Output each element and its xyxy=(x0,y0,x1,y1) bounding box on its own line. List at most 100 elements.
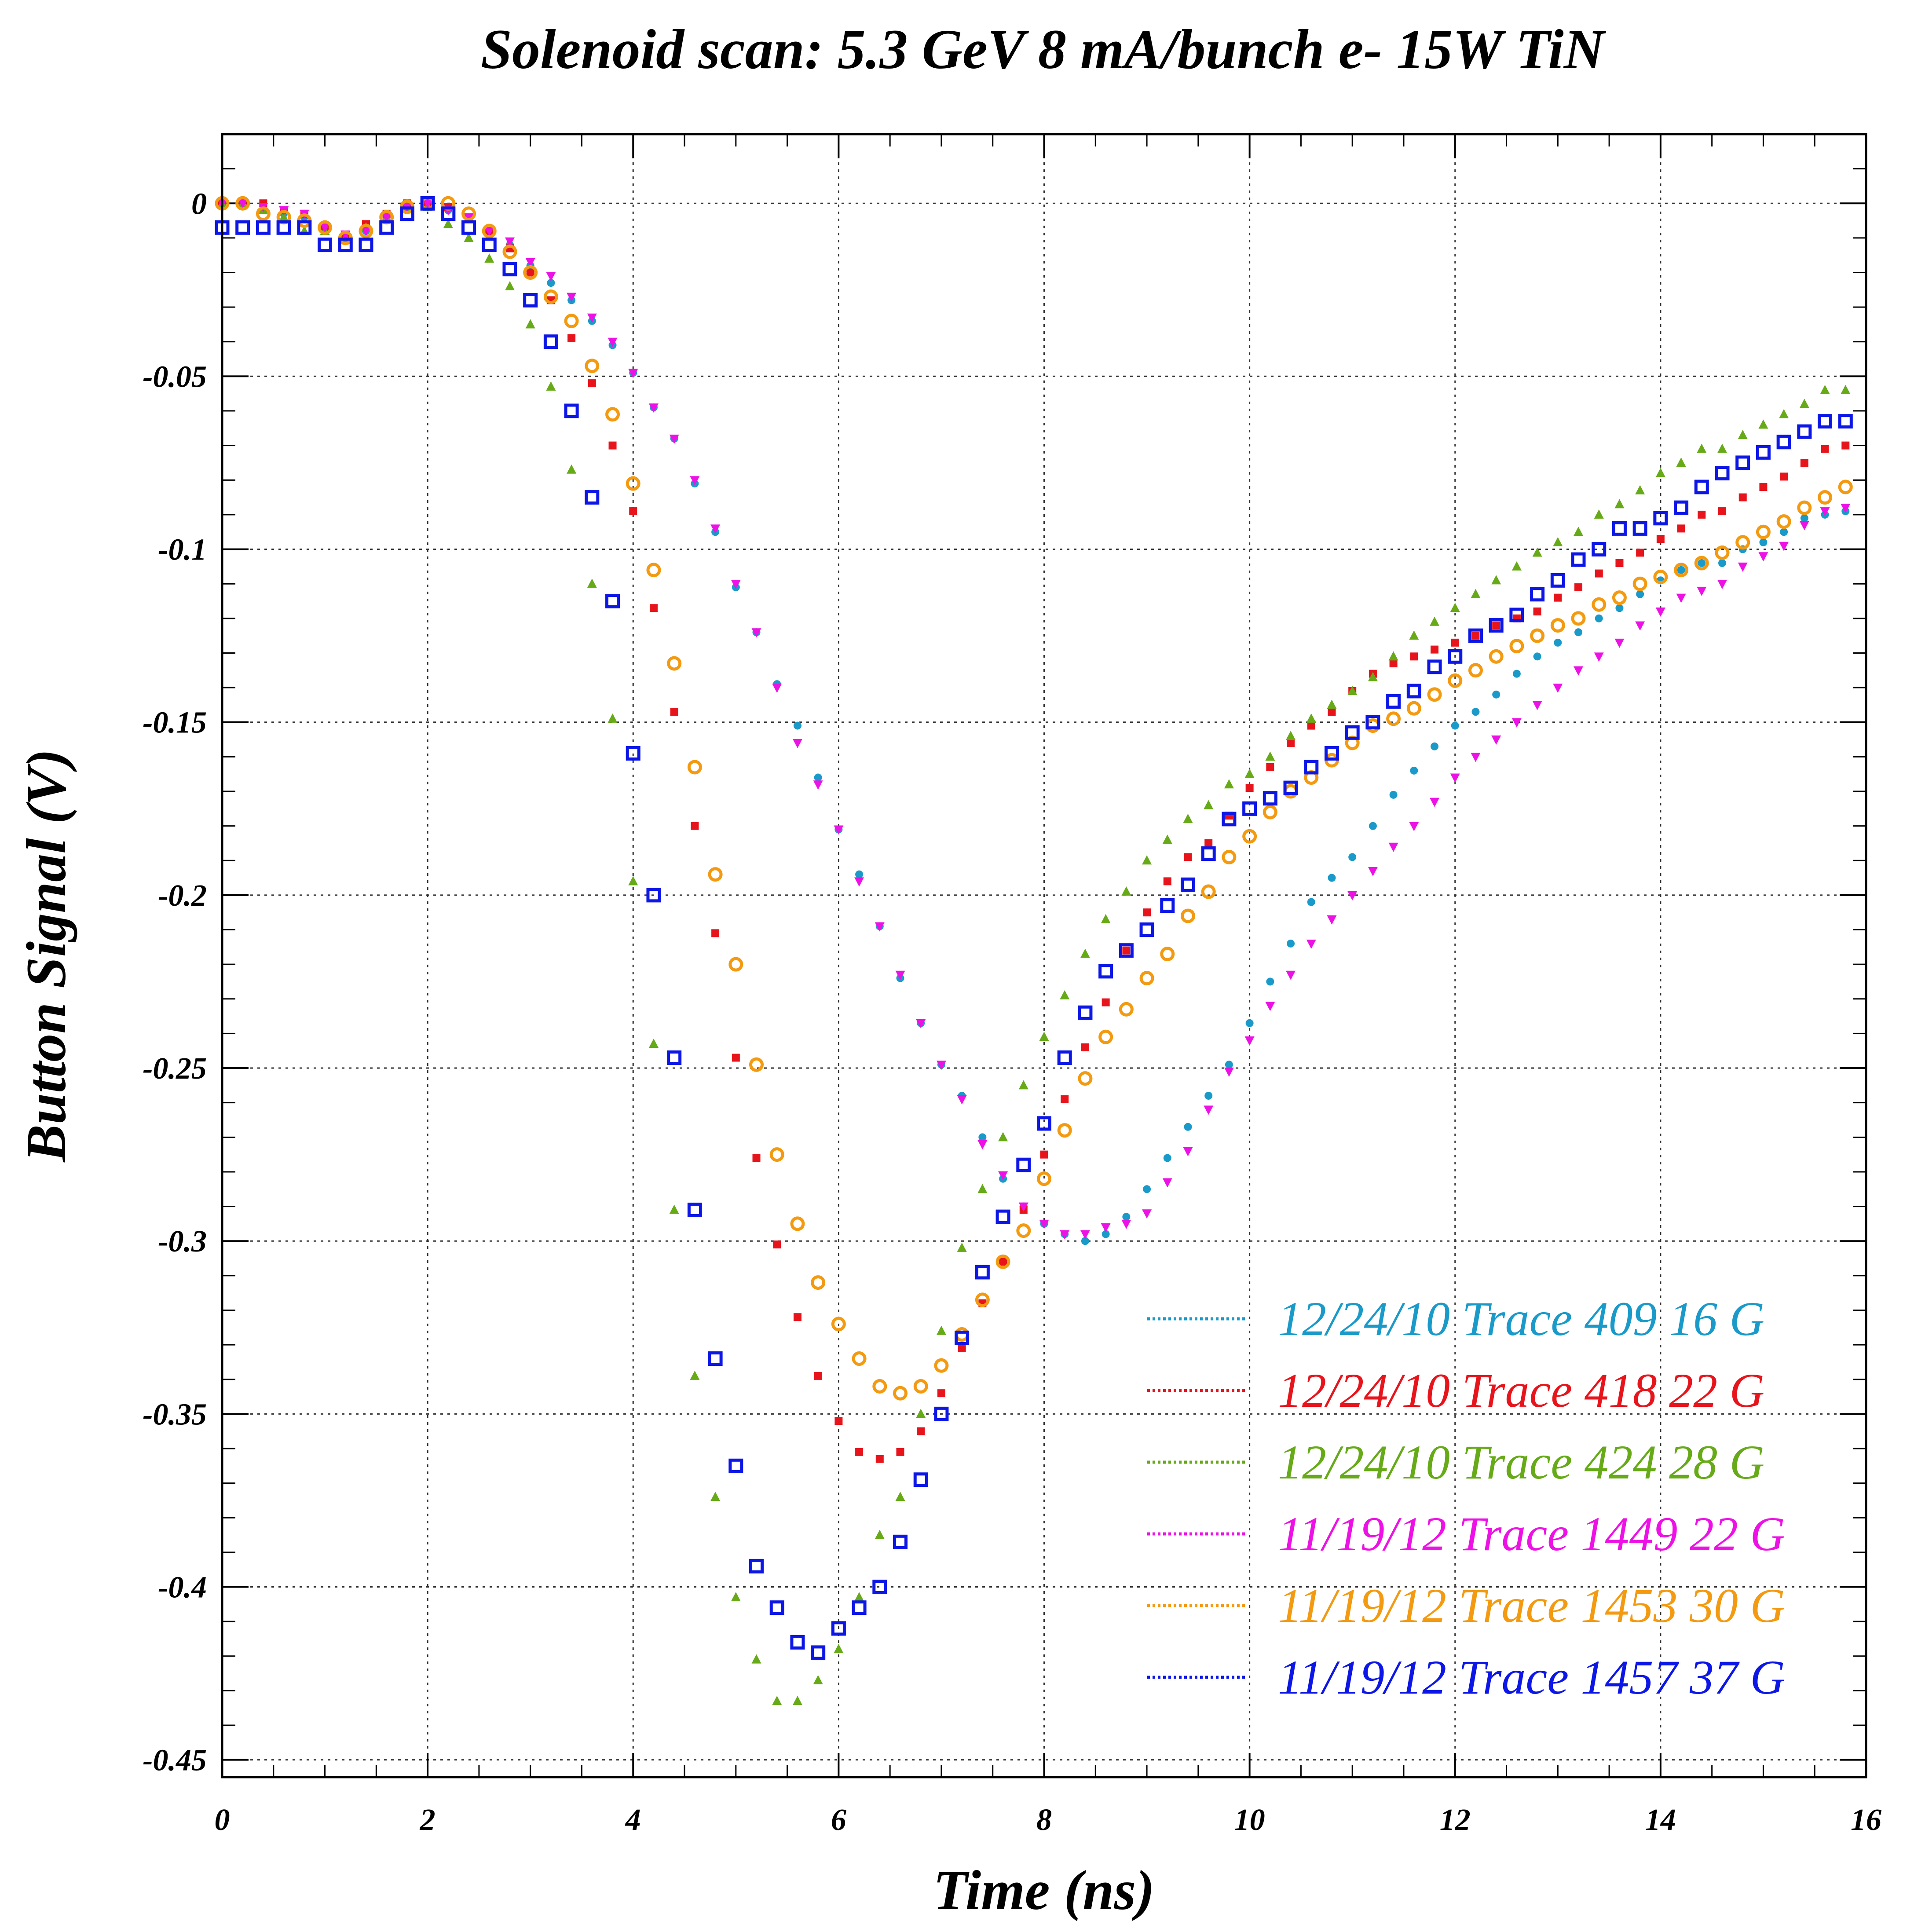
data-point xyxy=(1102,1230,1110,1238)
data-point xyxy=(379,220,394,235)
data-point xyxy=(523,293,538,307)
data-point xyxy=(464,232,474,242)
data-point xyxy=(1735,455,1750,470)
data-point xyxy=(605,407,620,422)
data-point xyxy=(482,238,497,252)
data-point xyxy=(1225,1061,1233,1069)
data-point xyxy=(1489,618,1504,633)
data-point xyxy=(399,206,414,221)
data-point xyxy=(1533,607,1541,616)
data-point xyxy=(710,1492,721,1501)
data-point xyxy=(1347,685,1358,695)
data-point xyxy=(1715,466,1730,481)
data-point xyxy=(1389,790,1398,799)
data-point xyxy=(318,220,333,235)
data-point xyxy=(1222,812,1237,827)
data-point xyxy=(1102,998,1110,1006)
data-point xyxy=(1468,663,1483,678)
data-point xyxy=(1121,1219,1131,1229)
data-point xyxy=(1204,839,1213,847)
data-point xyxy=(1409,822,1419,831)
x-tick-label: 2 xyxy=(420,1803,436,1837)
data-point xyxy=(423,199,433,209)
series-5 xyxy=(215,196,1853,1401)
data-point xyxy=(772,1696,782,1705)
data-point xyxy=(895,970,905,980)
data-point xyxy=(1018,1080,1028,1090)
data-point xyxy=(1758,419,1768,429)
data-point xyxy=(855,870,864,878)
data-point xyxy=(1324,746,1339,761)
data-point xyxy=(1841,384,1851,394)
data-point xyxy=(998,1171,1008,1181)
data-point xyxy=(1511,561,1522,571)
data-point xyxy=(484,227,494,237)
data-point xyxy=(998,1132,1008,1142)
x-tick-label: 6 xyxy=(831,1803,846,1837)
data-point xyxy=(1554,638,1562,647)
data-point xyxy=(1286,970,1296,980)
data-point xyxy=(297,220,312,235)
data-point xyxy=(567,464,577,474)
data-point xyxy=(1183,813,1193,823)
data-point xyxy=(872,1379,887,1394)
data-point xyxy=(1818,414,1833,429)
data-point xyxy=(752,1154,761,1162)
data-point xyxy=(359,223,373,238)
legend-label: 11/19/12 Trace 1453 30 G xyxy=(1278,1579,1785,1632)
data-point xyxy=(1594,509,1604,519)
data-point xyxy=(1676,593,1686,603)
data-point xyxy=(1799,399,1809,408)
data-point xyxy=(443,219,453,228)
data-point xyxy=(1142,1209,1152,1219)
data-point xyxy=(913,1472,928,1487)
data-point xyxy=(1409,630,1419,640)
data-point xyxy=(359,238,373,252)
data-point xyxy=(1574,583,1583,592)
data-point xyxy=(1098,964,1113,979)
data-point xyxy=(1655,607,1665,617)
data-point xyxy=(1758,552,1768,562)
data-point xyxy=(525,258,535,267)
data-point xyxy=(1759,483,1768,491)
data-point xyxy=(567,334,576,342)
data-point xyxy=(1677,566,1685,574)
data-point xyxy=(547,279,555,287)
data-point xyxy=(1430,798,1440,807)
data-point xyxy=(670,708,678,716)
data-point xyxy=(1592,597,1607,612)
data-point xyxy=(546,272,556,282)
data-point xyxy=(790,1635,805,1650)
data-point xyxy=(854,877,864,887)
data-point xyxy=(1800,514,1808,522)
plot-frame xyxy=(221,133,1867,1778)
data-point xyxy=(975,1292,990,1307)
data-point xyxy=(1263,805,1277,820)
data-point xyxy=(608,713,618,723)
data-point xyxy=(420,196,435,211)
data-point xyxy=(1818,490,1833,505)
data-point xyxy=(691,822,699,830)
data-point xyxy=(1574,666,1584,676)
data-point xyxy=(690,476,700,486)
data-point xyxy=(1266,763,1274,771)
data-point xyxy=(235,220,250,235)
data-point xyxy=(1162,1178,1172,1188)
data-point xyxy=(1471,632,1480,640)
data-point xyxy=(523,265,538,280)
data-point xyxy=(1594,652,1604,662)
data-point xyxy=(1530,587,1545,602)
data-point xyxy=(648,403,659,413)
data-point xyxy=(1306,939,1316,949)
data-point xyxy=(256,220,271,235)
data-markers xyxy=(215,196,1853,1705)
data-point xyxy=(646,563,661,578)
data-point xyxy=(505,281,515,290)
data-point xyxy=(1574,527,1584,536)
data-point xyxy=(1369,822,1377,830)
data-point xyxy=(1016,1157,1031,1172)
data-point xyxy=(1431,645,1439,654)
data-point xyxy=(1838,414,1853,429)
data-point xyxy=(893,1534,908,1549)
